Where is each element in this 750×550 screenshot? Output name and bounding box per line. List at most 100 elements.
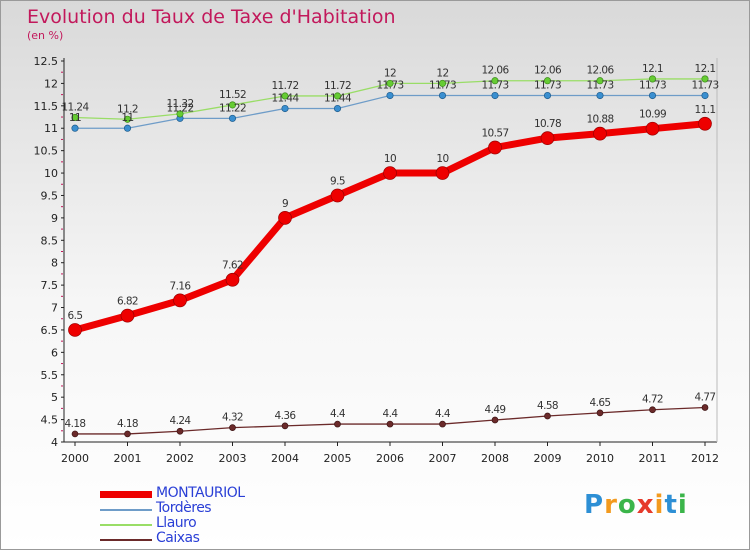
data-point-montauriol xyxy=(488,140,502,155)
data-point-torderes xyxy=(123,124,132,132)
legend-label: Tordères xyxy=(156,500,212,516)
data-label-torderes: 11.44 xyxy=(271,93,299,105)
legend-swatch xyxy=(100,539,152,541)
data-point-caixas xyxy=(176,427,184,435)
data-label-torderes: 11 xyxy=(69,112,81,124)
data-label-montauriol: 9.5 xyxy=(330,175,345,187)
data-label-caixas: 4.4 xyxy=(383,408,399,420)
data-label-llauro: 12 xyxy=(384,67,396,79)
logo-letter: i xyxy=(654,490,665,520)
y-tick-label: 12 xyxy=(44,77,58,90)
y-tick-label: 12.5 xyxy=(34,55,59,68)
y-tick-label: 6 xyxy=(51,346,58,359)
logo-letter: o xyxy=(617,490,637,520)
data-label-montauriol: 10.88 xyxy=(586,114,613,126)
data-point-torderes xyxy=(491,91,499,100)
legend-swatch xyxy=(100,491,152,498)
x-tick-label: 2005 xyxy=(324,452,352,465)
series-lines xyxy=(68,75,712,438)
data-label-torderes: 11 xyxy=(121,112,133,124)
data-point-montauriol xyxy=(173,293,187,308)
data-point-caixas xyxy=(386,420,394,428)
data-label-caixas: 4.4 xyxy=(330,408,346,420)
y-tick-label: 8 xyxy=(51,257,58,270)
y-tick-label: 7 xyxy=(51,302,58,315)
data-label-montauriol: 9 xyxy=(282,198,288,210)
data-point-caixas xyxy=(281,422,289,430)
data-label-caixas: 4.18 xyxy=(65,418,86,430)
data-point-montauriol xyxy=(593,126,607,141)
legend-label: MONTAURIOL xyxy=(156,485,245,501)
data-point-montauriol xyxy=(435,166,450,180)
data-point-llauro xyxy=(701,75,709,83)
data-label-caixas: 4.72 xyxy=(642,394,663,406)
data-label-montauriol: 10.99 xyxy=(639,109,666,121)
data-point-caixas xyxy=(544,412,551,420)
y-tick-label: 6.5 xyxy=(41,324,59,337)
data-point-llauro xyxy=(123,115,132,123)
data-point-caixas xyxy=(649,406,656,414)
data-label-torderes: 11.73 xyxy=(586,80,613,92)
data-label-caixas: 4.4 xyxy=(435,408,451,420)
data-label-torderes: 11.22 xyxy=(219,102,246,114)
data-point-llauro xyxy=(176,110,184,118)
y-tick-label: 4 xyxy=(51,436,58,449)
data-label-torderes: 11.73 xyxy=(691,80,718,92)
data-point-llauro xyxy=(71,113,79,122)
legend-label: Caixas xyxy=(156,530,200,546)
logo-letter: P xyxy=(584,490,605,520)
data-point-torderes xyxy=(596,91,604,100)
data-point-torderes xyxy=(701,91,709,100)
y-tick-label: 7.5 xyxy=(41,279,59,292)
data-label-montauriol: 7.16 xyxy=(170,280,192,292)
data-point-montauriol xyxy=(120,308,135,323)
y-tick-label: 5 xyxy=(51,391,58,404)
x-tick-label: 2004 xyxy=(271,452,299,465)
data-label-llauro: 12.06 xyxy=(586,65,614,77)
data-labels: 4.18 4.18 4.24 4.32 4.36 4.4 4.4 4.4 4.49 4.58 4.6… xyxy=(61,63,719,430)
x-tick-label: 2003 xyxy=(219,452,247,465)
logo-letter: t xyxy=(664,490,678,520)
x-tick-label: 2000 xyxy=(61,452,89,465)
data-point-llauro xyxy=(491,77,499,85)
data-point-caixas xyxy=(71,430,79,438)
data-point-montauriol xyxy=(645,121,660,136)
chart-title: Evolution du Taux de Taxe d'Habitation xyxy=(27,6,396,28)
legend-label: Llauro xyxy=(156,515,197,531)
x-tick-label: 2007 xyxy=(429,452,457,465)
data-point-llauro xyxy=(281,92,289,100)
logo-letter: x xyxy=(636,490,655,520)
data-label-caixas: 4.18 xyxy=(117,418,138,430)
y-tick-label: 11.5 xyxy=(34,100,59,113)
data-label-caixas: 4.65 xyxy=(590,397,611,409)
data-point-caixas xyxy=(334,420,341,428)
y-tick-label: 10.5 xyxy=(34,145,59,158)
data-point-llauro xyxy=(386,79,394,87)
y-tick-label: 10 xyxy=(44,167,58,180)
data-label-llauro: 11.2 xyxy=(117,103,138,115)
data-label-montauriol: 10 xyxy=(384,153,396,165)
data-label-torderes: 11.73 xyxy=(534,80,561,92)
data-point-llauro xyxy=(596,77,604,85)
data-point-caixas xyxy=(491,416,499,424)
x-tick-label: 2009 xyxy=(534,452,562,465)
data-point-montauriol xyxy=(540,131,555,145)
data-label-torderes: 11.73 xyxy=(376,80,403,92)
data-label-llauro: 11.72 xyxy=(324,80,351,92)
axes: 4 4.5 5 5.5 6 6.5 7 7.5 8 8.5 9 9.5 10 10.5 11 11.5 12 12… xyxy=(34,55,720,465)
chart-subtitle: (en %) xyxy=(27,29,64,42)
data-point-montauriol xyxy=(225,272,240,287)
data-point-llauro xyxy=(438,79,447,87)
x-tick-label: 2010 xyxy=(586,452,614,465)
data-label-llauro: 11.72 xyxy=(271,80,298,92)
x-tick-label: 2001 xyxy=(114,452,142,465)
data-point-caixas xyxy=(439,420,446,428)
data-point-caixas xyxy=(124,430,131,438)
data-label-caixas: 4.58 xyxy=(537,400,558,412)
logo-letter: i xyxy=(677,490,688,520)
data-label-llauro: 12.06 xyxy=(481,65,509,77)
data-label-llauro: 11.32 xyxy=(166,98,193,110)
data-label-torderes: 11.22 xyxy=(166,102,193,114)
